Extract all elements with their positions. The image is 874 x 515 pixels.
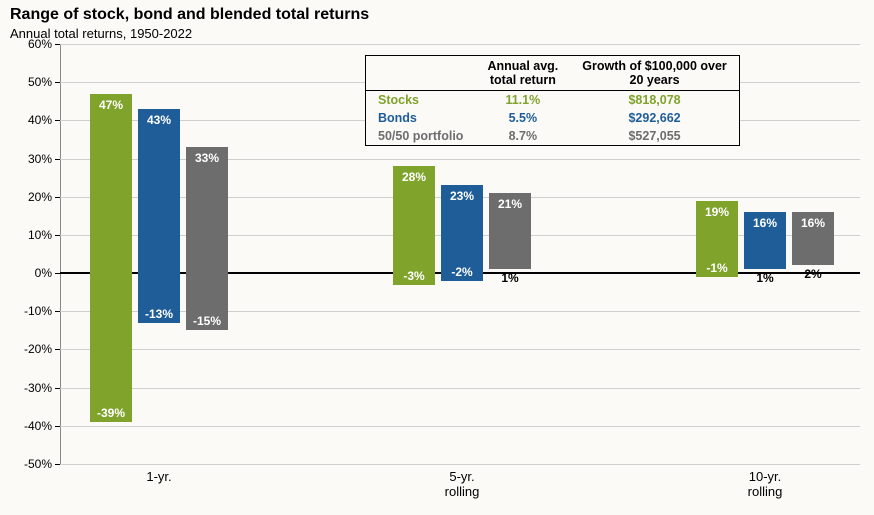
y-tick-label: 10% (12, 228, 52, 242)
y-tick-mark (55, 120, 60, 121)
y-tick-label: -20% (12, 342, 52, 356)
gridline (60, 44, 860, 45)
bar-low-label: -2% (437, 265, 487, 279)
bar-high-label: 47% (86, 98, 136, 112)
gridline (60, 426, 860, 427)
y-tick-mark (55, 235, 60, 236)
gridline (60, 464, 860, 465)
x-category-label: 10-yr.rolling (705, 470, 825, 500)
table-header: Annual avg.total return (475, 56, 570, 91)
bar-high-label: 16% (788, 216, 838, 230)
y-tick-label: -40% (12, 419, 52, 433)
row-growth: $292,662 (570, 109, 739, 127)
y-tick-label: -30% (12, 381, 52, 395)
bar-high-label: 33% (182, 151, 232, 165)
bar-high-label: 19% (692, 205, 742, 219)
bar-high-label: 43% (134, 113, 184, 127)
row-growth: $818,078 (570, 91, 739, 110)
range-bar (90, 94, 132, 422)
y-tick-label: 30% (12, 152, 52, 166)
bar-high-label: 28% (389, 170, 439, 184)
y-tick-mark (55, 349, 60, 350)
bar-low-label: 2% (788, 267, 838, 281)
y-tick-mark (55, 426, 60, 427)
y-axis-line (60, 44, 61, 464)
table-header (366, 56, 475, 91)
row-return: 5.5% (475, 109, 570, 127)
row-return: 11.1% (475, 91, 570, 110)
row-label: Stocks (366, 91, 475, 110)
table-row: Stocks11.1%$818,078 (366, 91, 739, 110)
bar-low-label: -39% (86, 406, 136, 420)
y-tick-mark (55, 464, 60, 465)
y-tick-mark (55, 388, 60, 389)
table-header: Growth of $100,000 over20 years (570, 56, 739, 91)
y-tick-mark (55, 311, 60, 312)
y-tick-label: -10% (12, 304, 52, 318)
gridline (60, 388, 860, 389)
row-label: Bonds (366, 109, 475, 127)
y-tick-label: 40% (12, 113, 52, 127)
gridline (60, 349, 860, 350)
row-growth: $527,055 (570, 127, 739, 145)
y-tick-mark (55, 159, 60, 160)
bar-low-label: -3% (389, 269, 439, 283)
y-tick-mark (55, 82, 60, 83)
row-label: 50/50 portfolio (366, 127, 475, 145)
bar-low-label: 1% (485, 271, 535, 285)
chart-title: Range of stock, bond and blended total r… (10, 6, 369, 24)
y-tick-label: 50% (12, 75, 52, 89)
bar-high-label: 23% (437, 189, 487, 203)
y-tick-mark (55, 197, 60, 198)
gridline (60, 159, 860, 160)
y-tick-label: 0% (12, 266, 52, 280)
bar-low-label: -1% (692, 261, 742, 275)
bar-low-label: -15% (182, 314, 232, 328)
bar-low-label: 1% (740, 271, 790, 285)
y-tick-label: 20% (12, 190, 52, 204)
bar-high-label: 21% (485, 197, 535, 211)
y-tick-label: 60% (12, 37, 52, 51)
table-row: Bonds5.5%$292,662 (366, 109, 739, 127)
range-bar (138, 109, 180, 323)
y-tick-label: -50% (12, 457, 52, 471)
bar-high-label: 16% (740, 216, 790, 230)
y-tick-mark (55, 44, 60, 45)
table-row: 50/50 portfolio8.7%$527,055 (366, 127, 739, 145)
bar-low-label: -13% (134, 307, 184, 321)
range-bar (186, 147, 228, 330)
summary-table: Annual avg.total returnGrowth of $100,00… (365, 55, 740, 146)
x-category-label: 5-yr.rolling (402, 470, 522, 500)
row-return: 8.7% (475, 127, 570, 145)
x-category-label: 1-yr. (99, 470, 219, 485)
